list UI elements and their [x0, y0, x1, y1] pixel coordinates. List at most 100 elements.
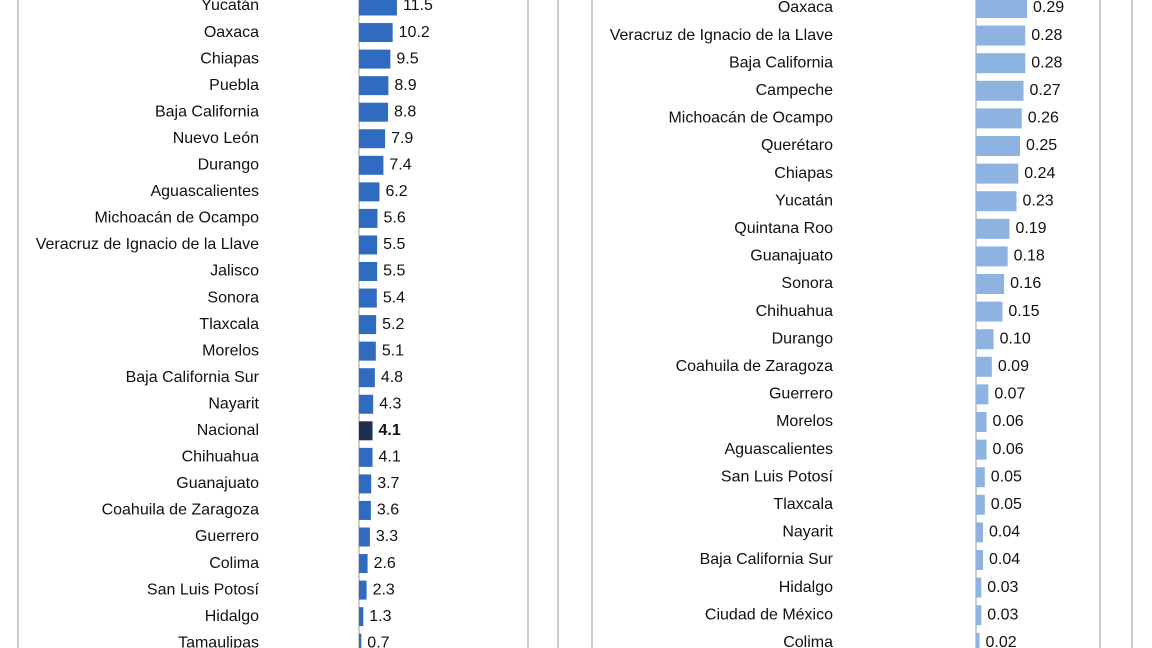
bar — [976, 53, 1026, 74]
left-panel — [17, 0, 529, 648]
value-label: 0.18 — [1014, 248, 1045, 265]
bar — [359, 554, 368, 574]
bar — [359, 208, 378, 228]
bar — [359, 288, 377, 308]
value-label: 4.3 — [379, 395, 401, 412]
value-label: 0.06 — [993, 413, 1024, 430]
bar — [976, 274, 1005, 294]
value-label: 5.1 — [382, 342, 404, 359]
value-label: 2.6 — [374, 555, 396, 572]
category-label: Guanajuato — [750, 248, 833, 265]
category-label: Jalisco — [210, 263, 259, 280]
category-label: Baja California — [729, 54, 833, 71]
category-label: Hidalgo — [205, 608, 259, 625]
bar — [359, 447, 373, 467]
bar — [976, 605, 982, 626]
value-label: 1.3 — [369, 608, 391, 625]
category-label: Sonora — [207, 289, 259, 306]
right-inner-panel — [591, 0, 1101, 648]
bar — [359, 315, 377, 335]
value-label: 8.9 — [394, 77, 416, 94]
bar — [976, 632, 980, 648]
bar — [976, 246, 1008, 267]
bar — [976, 108, 1022, 129]
value-label: 9.5 — [396, 50, 418, 67]
value-label: 0.15 — [1008, 303, 1039, 320]
value-label: 0.16 — [1010, 275, 1041, 292]
category-label: Yucatán — [775, 192, 833, 209]
value-label: 3.6 — [377, 502, 399, 519]
value-label: 0.28 — [1031, 27, 1062, 44]
value-label: 0.06 — [993, 441, 1024, 458]
category-label: Hidalgo — [779, 579, 833, 596]
value-label: 0.03 — [987, 579, 1018, 596]
value-label: 0.7 — [367, 634, 389, 648]
bar — [976, 163, 1019, 184]
value-label: 7.4 — [389, 157, 411, 174]
bar — [359, 182, 380, 202]
bar — [976, 136, 1020, 156]
bar — [976, 384, 989, 405]
category-label: Tlaxcala — [773, 496, 833, 513]
category-label: Chihuahua — [182, 449, 260, 466]
value-label: 0.28 — [1031, 54, 1062, 71]
value-label: 4.1 — [379, 449, 401, 466]
category-label: Colima — [209, 555, 259, 572]
bar — [976, 439, 987, 460]
bar — [359, 262, 378, 281]
bar — [359, 76, 389, 96]
category-label: Guanajuato — [176, 475, 259, 492]
value-label: 0.03 — [987, 606, 1018, 623]
bar — [359, 421, 373, 441]
value-label: 7.9 — [391, 130, 413, 147]
value-label: 0.27 — [1030, 82, 1061, 99]
bar — [359, 500, 371, 520]
category-label: Nayarit — [208, 395, 259, 412]
category-label: Veracruz de Ignacio de la Llave — [36, 236, 259, 253]
bar — [359, 474, 372, 494]
bar — [359, 129, 386, 149]
category-label: Nayarit — [782, 524, 833, 541]
category-label: Sonora — [781, 275, 833, 292]
value-label: 0.07 — [994, 386, 1025, 403]
category-label: Tlaxcala — [199, 316, 259, 333]
value-label: 5.6 — [383, 210, 405, 227]
value-label: 0.24 — [1024, 165, 1055, 182]
value-label: 0.05 — [991, 468, 1022, 485]
category-label: Ciudad de México — [705, 606, 833, 623]
bar — [976, 467, 985, 488]
value-label: 0.10 — [1000, 330, 1031, 347]
value-label: 0.19 — [1015, 220, 1046, 237]
category-label: Campeche — [756, 82, 833, 99]
bar — [976, 577, 982, 598]
value-label: 4.1 — [379, 422, 401, 439]
bar — [359, 527, 370, 547]
value-label: 5.5 — [383, 236, 405, 253]
category-label: San Luis Potosí — [721, 468, 834, 485]
bar — [976, 356, 992, 377]
category-label: Morelos — [776, 413, 833, 430]
value-label: 8.8 — [394, 103, 416, 120]
bar — [359, 0, 397, 16]
category-label: Veracruz de Ignacio de la Llave — [610, 27, 833, 44]
category-label: Michoacán de Ocampo — [668, 110, 833, 127]
bar — [359, 607, 364, 627]
bar — [976, 301, 1003, 322]
category-label: Chiapas — [200, 50, 259, 67]
bar — [359, 155, 384, 175]
category-label: Nacional — [197, 422, 259, 439]
value-label: 2.3 — [373, 581, 395, 598]
value-label: 6.2 — [385, 183, 407, 200]
bar — [359, 368, 375, 388]
category-label: Aguascalientes — [150, 183, 259, 200]
value-label: 0.09 — [998, 358, 1029, 375]
value-label: 0.25 — [1026, 137, 1057, 154]
bar — [359, 23, 393, 43]
bar — [359, 102, 389, 122]
bar — [359, 341, 376, 361]
bar — [976, 550, 984, 570]
category-label: Michoacán de Ocampo — [94, 210, 259, 227]
category-label: Morelos — [202, 342, 259, 359]
value-label: 0.26 — [1028, 110, 1059, 127]
value-label: 11.5 — [403, 0, 433, 14]
